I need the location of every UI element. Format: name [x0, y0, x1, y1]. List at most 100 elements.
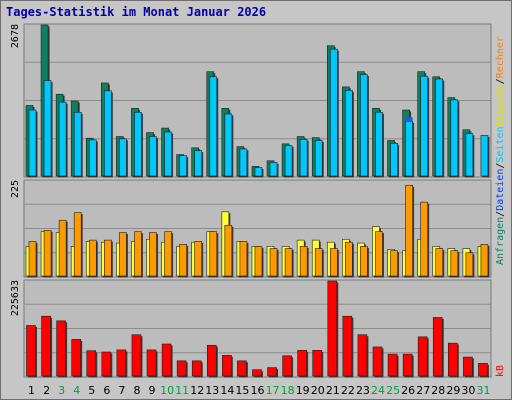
bar-besuche-9	[149, 232, 157, 277]
bar-kb-23	[357, 334, 368, 377]
bar-kb-30	[463, 356, 473, 377]
bar-kb-12	[191, 360, 202, 377]
bar-dateien-15	[239, 148, 248, 177]
bar-dateien-11	[179, 155, 187, 177]
y-max-label-middle: 225	[10, 180, 21, 198]
x-label-day-31: 31	[476, 384, 490, 397]
x-label-day-15: 15	[235, 384, 249, 397]
bar-besuche-2	[43, 230, 52, 277]
bar-besuche-23	[360, 246, 368, 277]
bar-besuche-29	[450, 250, 459, 277]
x-label-day-20: 20	[311, 384, 325, 397]
legend-part-0: kB	[495, 365, 506, 377]
bar-besuche-10	[164, 231, 172, 277]
right-legend-labels: Anfragen/Dateien/SeitenBesuche/Rechner	[495, 36, 506, 265]
bar-kb-26	[402, 353, 413, 377]
right-legend-kb: kB	[495, 365, 506, 377]
bar-kb-15	[237, 360, 247, 377]
bar-kb-20	[312, 350, 323, 377]
bar-kb-24	[372, 346, 383, 377]
bar-dateien-20	[314, 140, 323, 177]
x-label-day-28: 28	[431, 384, 445, 397]
chart-title: Tages-Statistik im Monat Januar 2026	[6, 5, 267, 19]
bar-besuche-1	[28, 241, 37, 277]
bar-kb-7	[116, 349, 127, 377]
bar-besuche-17	[269, 248, 278, 277]
bar-dateien-13	[209, 76, 218, 177]
x-label-day-8: 8	[133, 384, 140, 397]
x-label-day-26: 26	[401, 384, 415, 397]
bar-dateien-24	[375, 111, 383, 177]
bar-dateien-30	[465, 133, 474, 177]
bar-dateien-23	[360, 74, 368, 177]
x-label-day-13: 13	[205, 384, 219, 397]
bar-besuche-30	[465, 252, 474, 277]
bar-kb-11	[176, 360, 187, 377]
bar-besuche-31	[480, 244, 489, 277]
bar-kb-31	[478, 363, 488, 377]
x-label-day-12: 12	[190, 384, 204, 397]
x-label-day-25: 25	[386, 384, 400, 397]
bar-dateien-28	[435, 78, 444, 177]
legend-part-3: /	[495, 163, 506, 169]
bar-dateien-10	[164, 131, 172, 177]
x-label-day-5: 5	[88, 384, 95, 397]
legend-part-7: Rechner	[495, 36, 506, 78]
x-label-day-7: 7	[118, 384, 125, 397]
bar-dateien-4	[73, 111, 82, 177]
bar-kb-25	[387, 353, 398, 377]
y-max-labels: 2678 225 225633	[10, 24, 21, 316]
x-label-day-22: 22	[341, 384, 355, 397]
x-label-day-17: 17	[266, 384, 280, 397]
legend-part-2: Dateien	[495, 169, 506, 211]
bar-kb-3	[56, 320, 66, 377]
bar-kb-6	[101, 351, 112, 377]
bar-besuche-13	[209, 231, 218, 277]
x-label-day-16: 16	[251, 384, 265, 397]
bar-besuche-4	[73, 212, 82, 277]
x-label-day-6: 6	[103, 384, 110, 397]
x-label-day-19: 19	[296, 384, 310, 397]
bar-dateien-17	[269, 162, 278, 177]
bar-highlight-26	[405, 117, 413, 122]
bar-kb-4	[71, 339, 81, 377]
bar-dateien-31	[480, 135, 489, 177]
x-label-day-11: 11	[175, 384, 189, 397]
bar-kb-19	[297, 350, 307, 377]
bar-kb-21	[327, 280, 338, 377]
x-label-day-29: 29	[446, 384, 460, 397]
bar-besuche-21	[329, 248, 338, 277]
y-max-label-bottom: 225633	[10, 280, 21, 316]
x-label-day-18: 18	[281, 384, 295, 397]
bar-besuche-22	[345, 241, 353, 277]
x-label-day-24: 24	[371, 384, 385, 397]
bar-besuche-24	[375, 231, 383, 277]
bar-kb-13	[206, 344, 217, 377]
x-label-day-30: 30	[461, 384, 475, 397]
bar-kb-29	[448, 342, 458, 377]
bar-besuche-12	[194, 241, 203, 277]
bar-besuche-28	[435, 248, 444, 277]
bar-besuche-26	[405, 184, 413, 277]
x-axis-labels: 1 2 3 4 5 6 7 8 9 10 11 12 13 14 15 16 17 18 19 20 21 22 23 24 2…	[28, 384, 490, 397]
bar-dateien-16	[254, 167, 263, 177]
bar-besuche-8	[134, 231, 142, 277]
legend-part-6: /	[495, 78, 506, 84]
bar-dateien-26	[405, 121, 413, 177]
bar-dateien-1	[28, 109, 37, 177]
bar-besuche-27	[420, 201, 428, 277]
bar-dateien-19	[299, 139, 308, 177]
x-label-day-21: 21	[326, 384, 340, 397]
bar-dateien-6	[104, 90, 112, 177]
x-label-day-14: 14	[220, 384, 234, 397]
bar-dateien-27	[420, 75, 428, 177]
x-label-day-9: 9	[149, 384, 156, 397]
x-label-day-3: 3	[58, 384, 65, 397]
bar-besuche-25	[390, 250, 398, 277]
x-label-day-4: 4	[73, 384, 80, 397]
bar-dateien-8	[134, 111, 142, 177]
bar-dateien-29	[450, 99, 459, 177]
bar-dateien-21	[329, 48, 338, 177]
bar-besuche-7	[119, 232, 127, 277]
bar-dateien-2	[43, 80, 52, 177]
